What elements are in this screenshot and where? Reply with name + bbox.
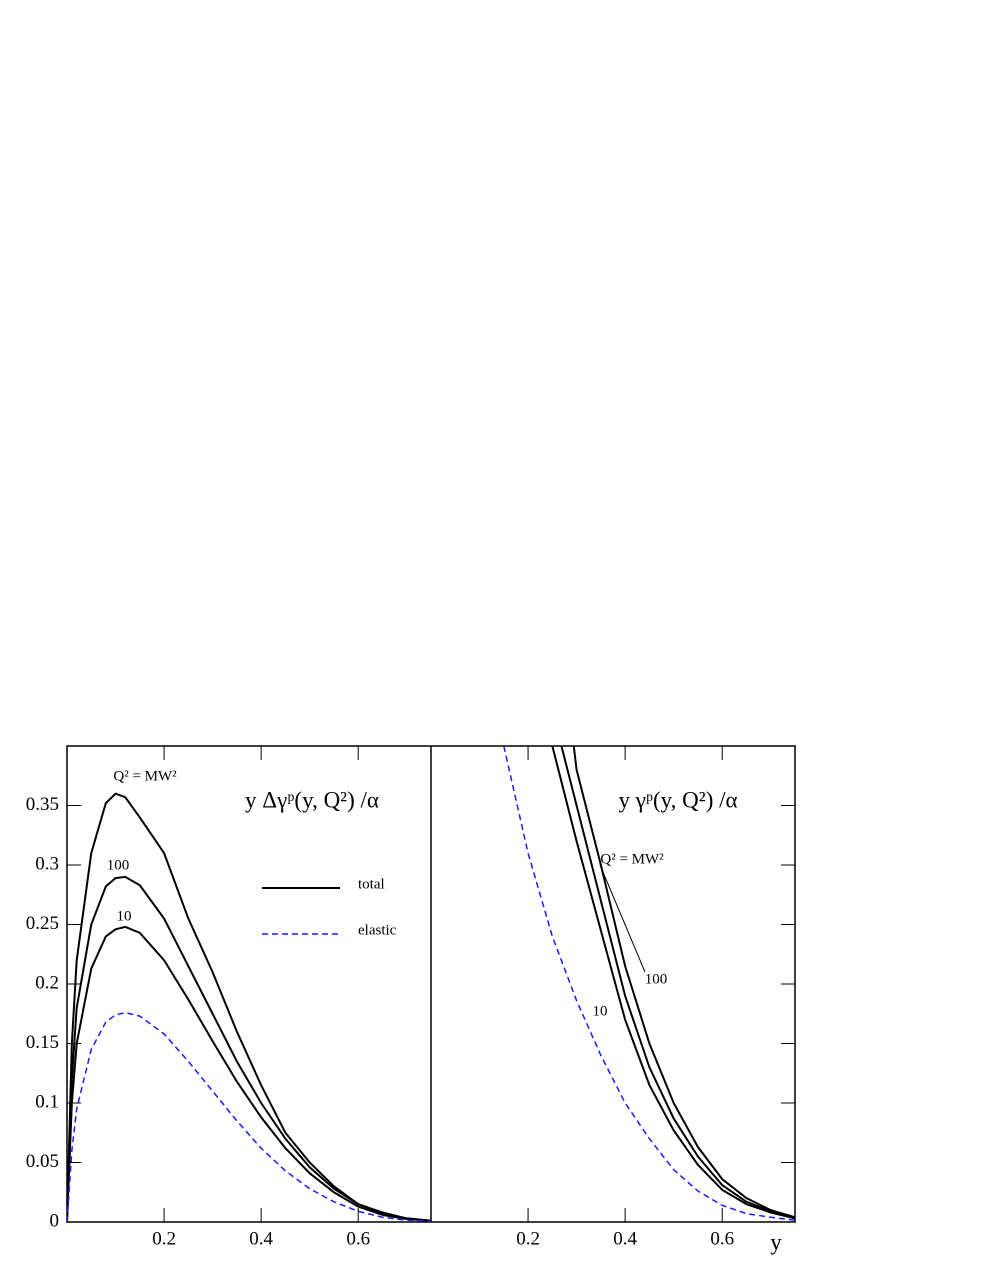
curve — [67, 1011, 431, 1222]
y-tick-label: 0.3 — [35, 853, 59, 874]
curve — [503, 746, 795, 1221]
x-tick-label: 0.2 — [516, 1228, 540, 1249]
curve-label: Q² = MW² — [113, 768, 177, 784]
curve — [67, 875, 431, 1222]
leader-line — [599, 864, 646, 973]
panel-title: y γᵖ(y, Q²) /α — [618, 787, 737, 812]
curve — [560, 746, 795, 1220]
y-tick-label: 0.05 — [26, 1151, 59, 1172]
x-tick-label: 0.2 — [152, 1228, 176, 1249]
curve-label: Q² = MW² — [600, 851, 664, 867]
y-tick-label: 0.2 — [35, 972, 59, 993]
legend-label: elastic — [358, 922, 397, 938]
y-tick-label: 0.1 — [35, 1091, 59, 1112]
x-tick-label: 0.6 — [710, 1228, 734, 1249]
x-tick-label: 0.6 — [346, 1228, 370, 1249]
curve-label: 10 — [117, 908, 132, 924]
curve-label: 100 — [645, 971, 668, 987]
curve — [551, 746, 795, 1220]
y-tick-label: 0 — [50, 1210, 60, 1231]
x-axis-label: y — [770, 1229, 782, 1254]
legend-label: total — [358, 876, 385, 892]
panel-title: y Δγᵖ(y, Q²) /α — [245, 787, 379, 812]
y-tick-label: 0.25 — [26, 913, 59, 934]
curve — [572, 746, 795, 1219]
curve-label: 100 — [107, 857, 130, 873]
y-tick-label: 0.35 — [26, 794, 59, 815]
x-tick-label: 0.4 — [613, 1228, 637, 1249]
curve-label: 10 — [593, 1003, 608, 1019]
curve — [67, 925, 431, 1222]
x-tick-label: 0.4 — [249, 1228, 273, 1249]
y-tick-label: 0.15 — [26, 1032, 59, 1053]
